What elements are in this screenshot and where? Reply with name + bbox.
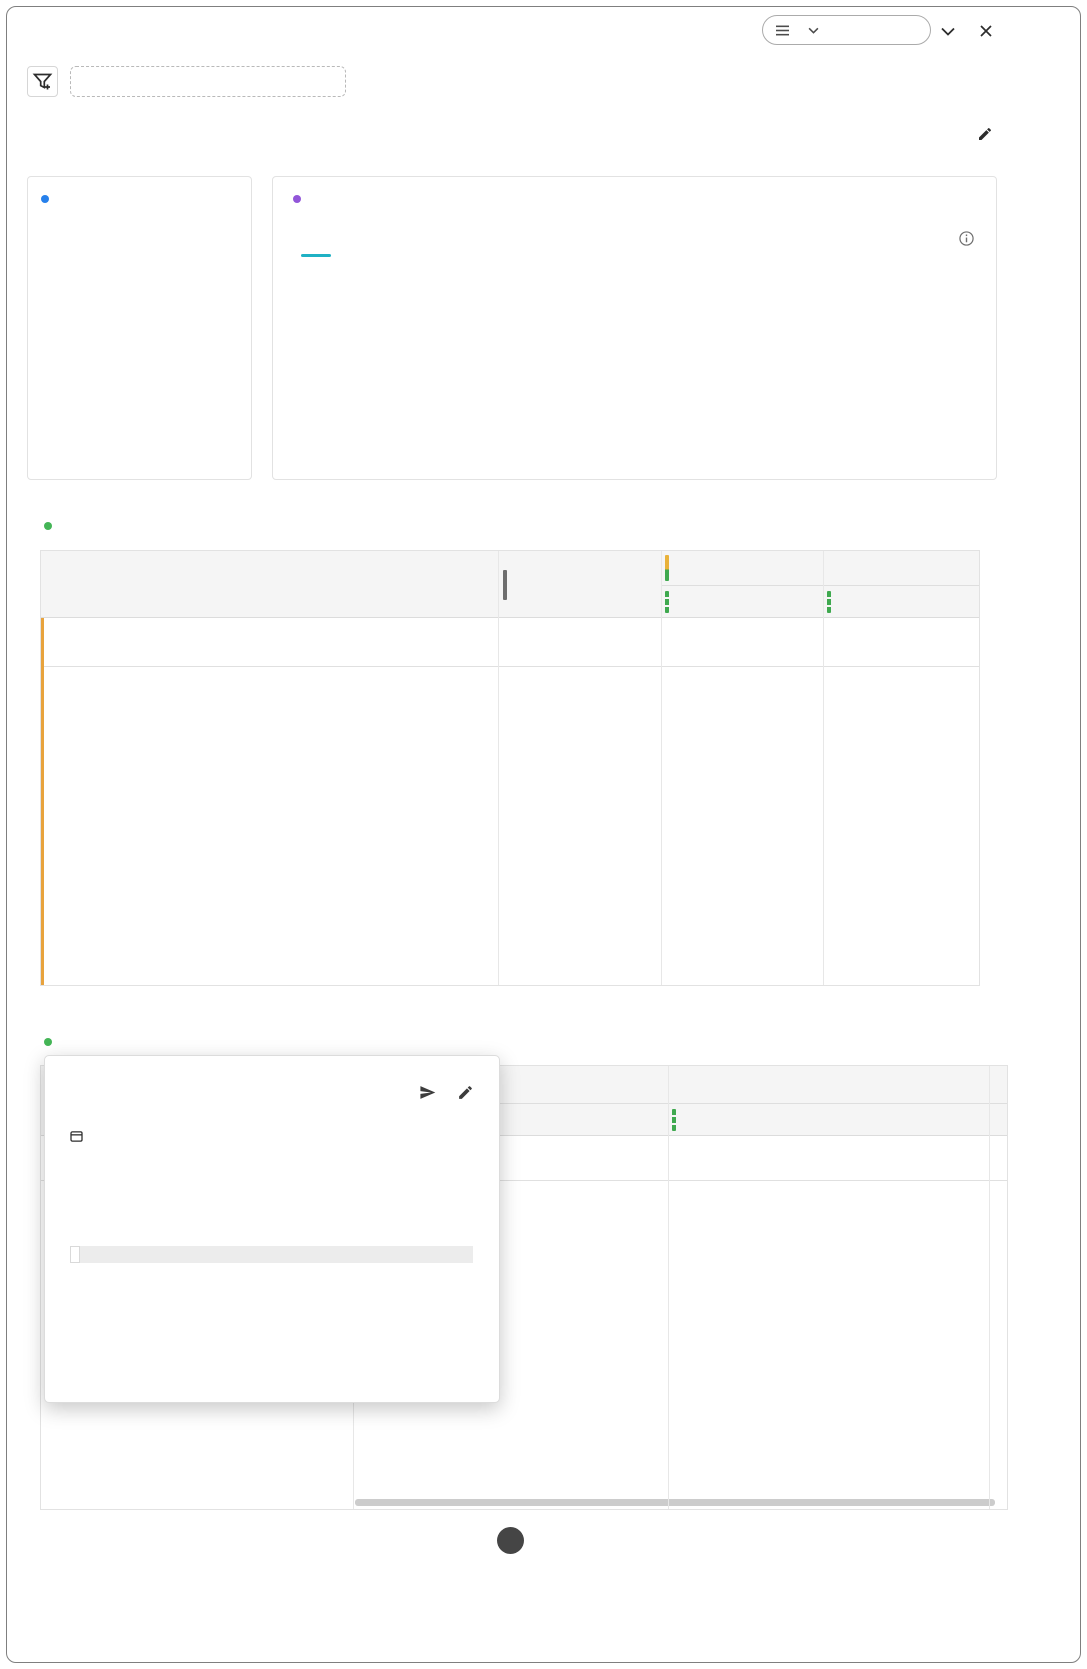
metric-colorbar-icon bbox=[665, 590, 669, 613]
close-icon bbox=[979, 24, 993, 38]
edit-analysis-button[interactable] bbox=[974, 123, 996, 145]
chevron-down-icon bbox=[941, 27, 955, 36]
metric-colorbar-icon bbox=[827, 590, 831, 613]
column-header-unique-visitors[interactable] bbox=[668, 1103, 683, 1136]
data-source-dropdown[interactable] bbox=[762, 15, 931, 45]
metric-colorbar-icon bbox=[503, 569, 507, 600]
bullet-icon bbox=[293, 195, 301, 203]
header-divider bbox=[353, 1103, 1007, 1104]
hits-container-icon bbox=[70, 1131, 83, 1142]
column-header-date bbox=[661, 551, 981, 585]
segment-progress-bar bbox=[70, 1246, 473, 1263]
bullet-icon bbox=[44, 1038, 52, 1046]
collapse-panel-button[interactable] bbox=[936, 19, 960, 43]
column-header-unique-visitors[interactable] bbox=[823, 585, 981, 618]
filter-funnel-icon bbox=[32, 71, 53, 92]
visits-trend-card bbox=[272, 176, 997, 480]
chevron-down-icon bbox=[808, 27, 819, 34]
close-panel-button[interactable] bbox=[974, 19, 998, 43]
metric-colorbar-icon bbox=[665, 555, 669, 581]
pencil-icon[interactable] bbox=[455, 1082, 475, 1102]
segment-info-popup bbox=[44, 1055, 500, 1403]
progress-percent-chip bbox=[70, 1246, 80, 1263]
header-divider bbox=[661, 585, 979, 586]
pencil-icon bbox=[977, 126, 993, 142]
table-meta-row bbox=[41, 618, 979, 667]
column-header-contribution-score[interactable] bbox=[498, 551, 661, 618]
contribution-analysis-panel bbox=[6, 6, 1081, 1663]
visits-summary-card bbox=[27, 176, 252, 480]
horizontal-scrollbar[interactable] bbox=[355, 1499, 995, 1506]
segments-totals-row bbox=[41, 1136, 1007, 1181]
pagination-info bbox=[53, 645, 93, 659]
container-type bbox=[70, 1131, 89, 1142]
top-items-table bbox=[40, 550, 980, 986]
share-icon[interactable] bbox=[417, 1082, 437, 1102]
column-header-visits[interactable] bbox=[661, 585, 823, 618]
segment-drop-zone[interactable] bbox=[70, 66, 346, 97]
bullet-icon bbox=[41, 195, 49, 203]
info-icon[interactable] bbox=[959, 231, 974, 251]
dimension-accent-bar bbox=[41, 618, 44, 985]
add-segment-filter-button[interactable] bbox=[27, 66, 58, 97]
bullet-icon bbox=[44, 522, 52, 530]
visits-trend-chart bbox=[287, 269, 982, 469]
legend-underline bbox=[301, 254, 331, 257]
data-source-icon bbox=[775, 24, 790, 37]
top-items-header bbox=[41, 551, 979, 618]
add-panel-button[interactable] bbox=[497, 1527, 524, 1554]
metric-colorbar-icon bbox=[672, 1108, 676, 1131]
